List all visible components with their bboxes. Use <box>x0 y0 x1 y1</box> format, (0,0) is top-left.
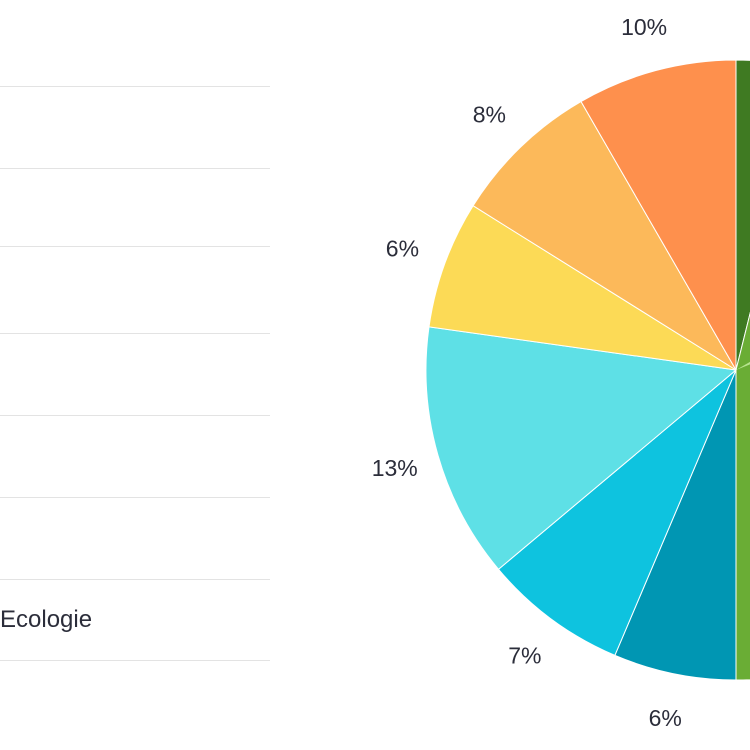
table-row-divider <box>0 168 270 169</box>
pie-slice-7 <box>580 59 737 372</box>
table-row-divider <box>0 497 270 498</box>
table-row-divider <box>0 333 270 334</box>
slice-percent-label: 7% <box>508 642 541 668</box>
category-label: Ecologie <box>0 606 93 633</box>
slice-percent-label: 8% <box>473 102 506 128</box>
slice-percent-label: 6% <box>386 236 419 262</box>
table-row-divider <box>0 660 270 661</box>
pie-slice-5 <box>428 205 737 371</box>
table-row-divider <box>0 86 270 87</box>
pie-slice-4 <box>425 326 738 570</box>
pie-slice-small <box>736 361 750 370</box>
slice-percent-label: 10% <box>621 14 667 40</box>
category-table: Ecologie <box>0 0 270 750</box>
table-row-divider <box>0 246 270 247</box>
table-row-divider <box>0 579 270 580</box>
pie-slice-1 <box>735 311 750 681</box>
pie-slice-3 <box>497 369 737 657</box>
pie-slice-6 <box>472 100 737 371</box>
pie-slice-2 <box>614 369 737 681</box>
slice-percent-label: 13% <box>372 455 418 481</box>
slice-percent-label: 6% <box>649 705 682 731</box>
table-row-divider <box>0 415 270 416</box>
